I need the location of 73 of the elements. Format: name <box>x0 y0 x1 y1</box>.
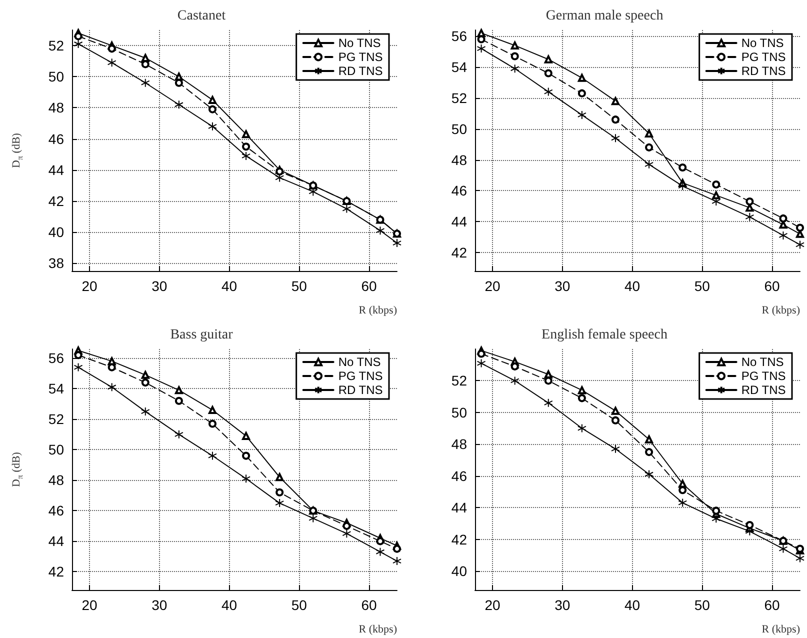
legend-label: RD TNS <box>338 383 383 397</box>
y-tick-label: 46 <box>48 502 64 519</box>
x-axis-title: R (kbps) <box>358 304 398 316</box>
y-tick-label: 48 <box>48 100 64 116</box>
legend-label: RD TNS <box>741 64 786 78</box>
x-tick-label: 20 <box>484 278 500 294</box>
y-axis-title: Dπ (dB) <box>10 132 24 168</box>
x-axis-title: R (kbps) <box>762 304 800 316</box>
chart-title: Bass guitar <box>170 328 234 342</box>
y-tick-label: 40 <box>48 224 64 240</box>
y-tick-label: 52 <box>48 411 64 428</box>
x-tick-label: 40 <box>624 278 640 294</box>
x-tick-label: 60 <box>764 597 780 613</box>
x-tick-label: 50 <box>291 597 308 613</box>
y-tick-label: 44 <box>451 500 468 516</box>
legend-label: No TNS <box>338 355 381 369</box>
legend-label: PG TNS <box>741 369 786 383</box>
y-tick-label: 44 <box>48 162 64 178</box>
y-tick-label: 50 <box>48 442 64 458</box>
y-tick-label: 48 <box>451 152 468 168</box>
legend-label: PG TNS <box>741 50 786 64</box>
y-tick-label: 42 <box>48 564 64 580</box>
x-tick-label: 20 <box>484 597 500 613</box>
legend-label: PG TNS <box>338 369 383 383</box>
y-tick-label: 42 <box>451 244 468 260</box>
x-tick-label: 50 <box>694 278 710 294</box>
y-tick-label: 52 <box>451 372 468 389</box>
legend-label: No TNS <box>338 36 381 50</box>
y-tick-label: 54 <box>451 59 468 76</box>
legend-label: No TNS <box>741 36 784 50</box>
x-tick-label: 30 <box>554 597 570 613</box>
x-tick-label: 60 <box>361 278 378 294</box>
y-tick-label: 50 <box>48 68 64 85</box>
chart-title: German male speech <box>546 8 664 24</box>
chart-title: Castanet <box>177 8 226 24</box>
x-tick-label: 60 <box>361 597 378 613</box>
y-tick-label: 48 <box>48 472 64 488</box>
legend-label: No TNS <box>741 355 784 369</box>
y-tick-label: 44 <box>451 214 468 230</box>
legend-label: PG TNS <box>338 50 383 64</box>
x-tick-label: 40 <box>221 597 238 613</box>
y-tick-label: 56 <box>451 28 468 44</box>
y-axis-title: Dπ (dB) <box>10 452 24 487</box>
x-tick-label: 30 <box>152 597 168 613</box>
x-axis-title: R (kbps) <box>358 624 398 636</box>
x-tick-label: 60 <box>764 278 780 294</box>
y-tick-label: 40 <box>451 562 468 579</box>
x-tick-label: 20 <box>82 278 98 294</box>
y-tick-label: 56 <box>48 350 64 366</box>
x-tick-label: 30 <box>554 278 570 294</box>
legend-label: RD TNS <box>338 64 383 78</box>
y-tick-label: 46 <box>48 130 64 147</box>
y-tick-label: 38 <box>48 255 64 272</box>
y-tick-label: 42 <box>48 193 64 210</box>
y-tick-label: 48 <box>451 436 468 452</box>
x-tick-label: 40 <box>221 278 238 294</box>
y-tick-label: 46 <box>451 182 468 199</box>
legend-label: RD TNS <box>741 383 786 397</box>
x-tick-label: 30 <box>152 278 168 294</box>
y-tick-label: 44 <box>48 533 64 550</box>
chart-title: English female speech <box>542 328 668 342</box>
x-tick-label: 50 <box>291 278 308 294</box>
y-tick-label: 46 <box>451 468 468 484</box>
x-axis-title: R (kbps) <box>762 624 800 636</box>
y-tick-label: 50 <box>451 120 468 137</box>
y-tick-label: 52 <box>48 38 64 54</box>
y-tick-label: 52 <box>451 90 468 106</box>
y-tick-label: 42 <box>451 531 468 548</box>
y-tick-label: 54 <box>48 380 64 397</box>
x-tick-label: 50 <box>694 597 710 613</box>
x-tick-label: 40 <box>624 597 640 613</box>
y-tick-label: 50 <box>451 404 468 420</box>
x-tick-label: 20 <box>82 597 98 613</box>
